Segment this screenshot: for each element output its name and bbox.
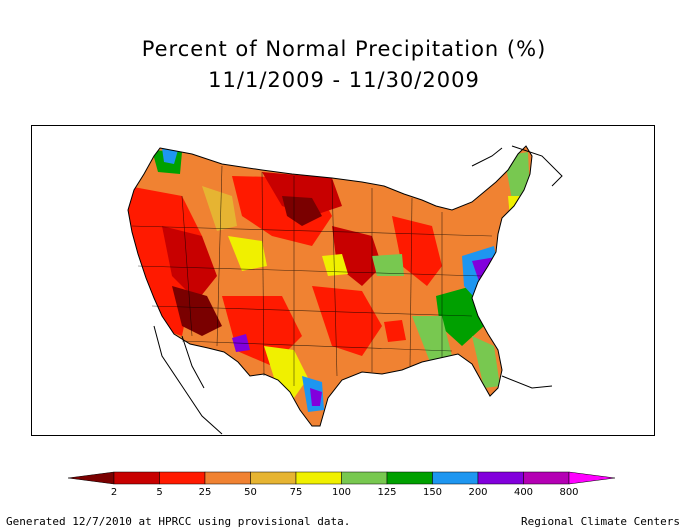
legend-swatch (204, 471, 251, 485)
legend-swatch (159, 471, 206, 485)
color-legend-bar (68, 471, 616, 485)
legend-swatch (250, 471, 297, 485)
legend-tick-label: 125 (377, 487, 397, 498)
legend-tick-label: 2 (110, 487, 118, 498)
map-title: Percent of Normal Precipitation (%) (141, 37, 547, 61)
legend-tick-label: 200 (468, 487, 488, 498)
generated-note: Generated 12/7/2010 at HPRCC using provi… (6, 515, 351, 528)
legend-swatch (523, 471, 570, 485)
legend-tick-label: 100 (331, 487, 352, 498)
map-date-range: 11/1/2009 - 11/30/2009 (208, 68, 480, 92)
precipitation-map (31, 125, 655, 436)
legend-tick-label: 800 (559, 487, 579, 498)
legend-tick-label: 5 (156, 487, 163, 498)
legend-arrow-high (568, 471, 616, 485)
legend-swatch (113, 471, 160, 485)
legend-tick-label: 400 (513, 487, 534, 498)
legend-swatch (477, 471, 524, 485)
legend-swatch (295, 471, 342, 485)
legend-swatch (386, 471, 433, 485)
legend-tick-label: 50 (244, 487, 257, 498)
legend-tick-label: 75 (289, 487, 303, 498)
legend-swatch (432, 471, 479, 485)
credit-text: Regional Climate Centers (521, 515, 680, 528)
legend-tick-label: 25 (198, 487, 212, 498)
legend-arrow-low (68, 471, 115, 485)
precipitation-map-canvas (127, 145, 563, 435)
legend-swatch (341, 471, 388, 485)
legend-tick-label: 150 (422, 487, 443, 498)
